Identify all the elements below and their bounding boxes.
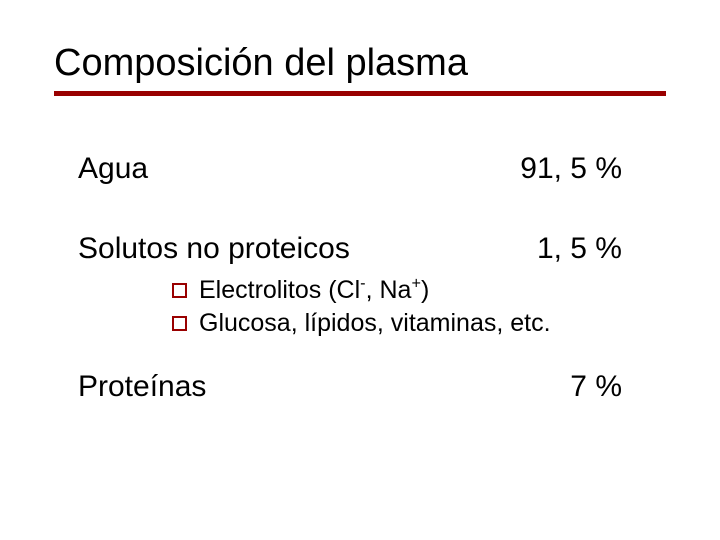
sub-item-text: Glucosa, lípidos, vitaminas, etc. xyxy=(199,309,551,338)
spacer xyxy=(54,186,666,232)
square-bullet-icon xyxy=(172,316,187,331)
row-value: 7 % xyxy=(570,370,622,404)
composition-row-solutos: Solutos no proteicos 1, 5 % xyxy=(54,232,666,266)
row-label: Solutos no proteicos xyxy=(78,232,350,266)
title-underline xyxy=(54,91,666,96)
row-value: 91, 5 % xyxy=(520,152,622,186)
square-bullet-icon xyxy=(172,283,187,298)
row-label: Proteínas xyxy=(78,370,206,404)
composition-row-proteinas: Proteínas 7 % xyxy=(54,370,666,404)
slide: Composición del plasma Agua 91, 5 % Solu… xyxy=(0,0,720,540)
row-value: 1, 5 % xyxy=(537,232,622,266)
sub-item-glucosa: Glucosa, lípidos, vitaminas, etc. xyxy=(172,309,666,338)
spacer xyxy=(54,342,666,370)
composition-row-agua: Agua 91, 5 % xyxy=(54,152,666,186)
solutos-sublist: Electrolitos (Cl-, Na+) Glucosa, lípidos… xyxy=(54,276,666,338)
sub-item-electrolitos: Electrolitos (Cl-, Na+) xyxy=(172,276,666,305)
slide-title: Composición del plasma xyxy=(54,42,666,85)
row-label: Agua xyxy=(78,152,148,186)
sub-item-text: Electrolitos (Cl-, Na+) xyxy=(199,276,429,305)
